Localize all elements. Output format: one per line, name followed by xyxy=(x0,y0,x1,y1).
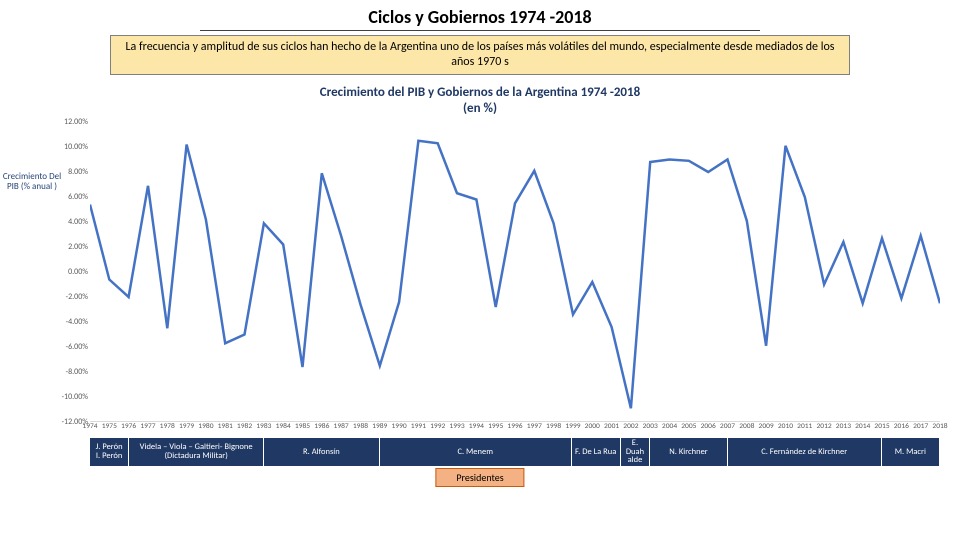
x-tick-label: 1989 xyxy=(372,422,387,431)
government-box: N. Kirchner xyxy=(650,438,726,466)
x-tick-label: 1980 xyxy=(198,422,213,431)
x-tick-label: 1987 xyxy=(334,422,349,431)
x-tick-label: 1997 xyxy=(527,422,542,431)
chart-plot-area xyxy=(90,122,940,422)
y-tick-label: -2.00% xyxy=(50,292,88,302)
government-box: C. Menem xyxy=(380,438,571,466)
y-tick-label: -8.00% xyxy=(50,367,88,377)
x-tick-label: 1978 xyxy=(160,422,175,431)
y-tick-label: -10.00% xyxy=(50,392,88,402)
x-tick-label: 1990 xyxy=(391,422,406,431)
x-tick-label: 2017 xyxy=(913,422,928,431)
x-tick-label: 2003 xyxy=(643,422,658,431)
x-tick-label: 1976 xyxy=(121,422,136,431)
y-tick-label: 10.00% xyxy=(50,142,88,152)
x-tick-label: 2013 xyxy=(836,422,851,431)
x-tick-label: 2001 xyxy=(604,422,619,431)
x-tick-label: 1999 xyxy=(565,422,580,431)
x-tick-label: 1979 xyxy=(179,422,194,431)
x-tick-label: 1988 xyxy=(353,422,368,431)
x-tick-label: 1992 xyxy=(430,422,445,431)
government-box: Videla – Viola – Galtieri- Bignone (Dict… xyxy=(129,438,263,466)
x-tick-label: 2007 xyxy=(720,422,735,431)
presidentes-label: Presidentes xyxy=(435,468,524,487)
x-tick-label: 2006 xyxy=(701,422,716,431)
y-tick-label: 8.00% xyxy=(50,167,88,177)
government-box: R. Alfonsín xyxy=(264,438,379,466)
x-tick-label: 1993 xyxy=(449,422,464,431)
government-box: E. Duah alde xyxy=(621,438,650,466)
chart-title-line1: Crecimiento del PIB y Gobiernos de la Ar… xyxy=(0,85,960,101)
government-box: J. Perón I. Perón xyxy=(90,438,128,466)
x-tick-label: 2011 xyxy=(797,422,812,431)
x-tick-label: 1994 xyxy=(469,422,484,431)
chart-wrapper: Crecimiento Del PIB (% anual ) -12.00%-1… xyxy=(0,122,960,422)
x-tick-label: 1982 xyxy=(237,422,252,431)
chart-title: Crecimiento del PIB y Gobiernos de la Ar… xyxy=(0,85,960,116)
x-tick-label: 2002 xyxy=(623,422,638,431)
x-tick-label: 1977 xyxy=(140,422,155,431)
y-tick-label: 2.00% xyxy=(50,242,88,252)
x-tick-label: 1991 xyxy=(411,422,426,431)
x-tick-label: 2014 xyxy=(855,422,870,431)
x-tick-label: 1984 xyxy=(276,422,291,431)
x-tick-label: 1986 xyxy=(314,422,329,431)
x-tick-label: 1996 xyxy=(507,422,522,431)
y-tick-label: -4.00% xyxy=(50,317,88,327)
x-tick-label: 1985 xyxy=(295,422,310,431)
government-box: F. De La Rua xyxy=(572,438,620,466)
title-underline xyxy=(200,30,760,31)
x-tick-label: 2016 xyxy=(894,422,909,431)
x-tick-label: 2018 xyxy=(932,422,947,431)
x-tick-label: 2008 xyxy=(739,422,754,431)
y-tick-label: 4.00% xyxy=(50,217,88,227)
x-tick-label: 1983 xyxy=(256,422,271,431)
subtitle-box: La frecuencia y amplitud de sus ciclos h… xyxy=(110,35,850,75)
governments-row: J. Perón I. PerónVidela – Viola – Galtie… xyxy=(90,438,940,466)
x-tick-label: 2004 xyxy=(662,422,677,431)
x-tick-label: 1975 xyxy=(102,422,117,431)
government-box: M. Macri xyxy=(882,438,939,466)
page-title: Ciclos y Gobiernos 1974 -2018 xyxy=(0,0,960,28)
x-tick-label: 2009 xyxy=(759,422,774,431)
chart-svg xyxy=(90,122,940,422)
x-tick-label: 1981 xyxy=(218,422,233,431)
x-tick-label: 1995 xyxy=(488,422,503,431)
government-box: C. Fernández de Kirchner xyxy=(728,438,881,466)
x-tick-label: 1998 xyxy=(546,422,561,431)
gdp-growth-line xyxy=(90,141,940,409)
x-ticks: 1974197519761977197819791980198119821983… xyxy=(90,422,940,434)
y-tick-label: 0.00% xyxy=(50,267,88,277)
x-tick-label: 2005 xyxy=(681,422,696,431)
x-tick-label: 2015 xyxy=(874,422,889,431)
y-tick-label: 6.00% xyxy=(50,192,88,202)
y-tick-label: 12.00% xyxy=(50,117,88,127)
x-tick-label: 2010 xyxy=(778,422,793,431)
x-tick-label: 2012 xyxy=(816,422,831,431)
y-tick-label: -6.00% xyxy=(50,342,88,352)
chart-title-line2: (en %) xyxy=(0,101,960,117)
x-tick-label: 1974 xyxy=(82,422,97,431)
x-tick-label: 2000 xyxy=(585,422,600,431)
